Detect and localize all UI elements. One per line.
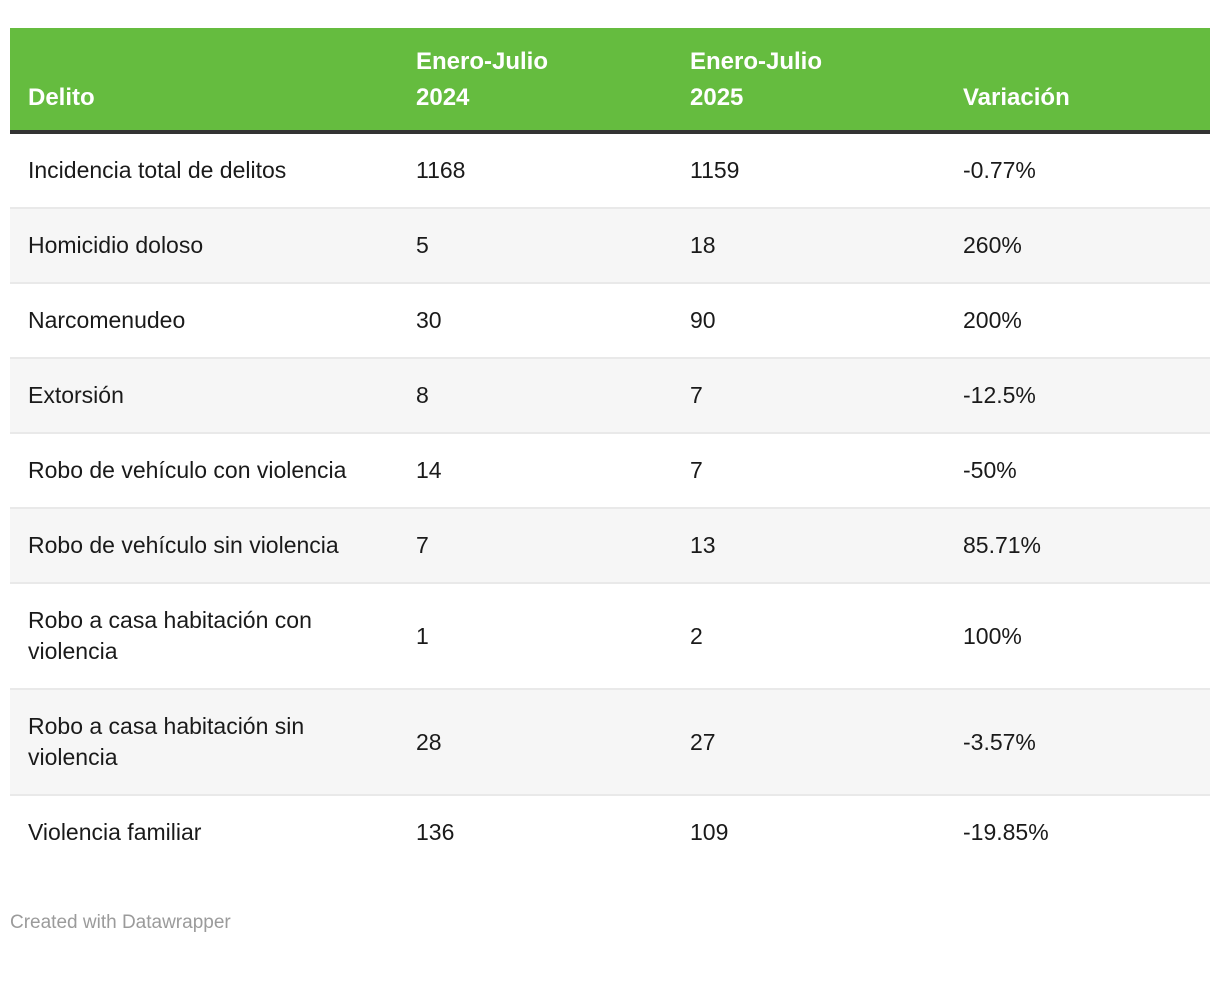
table-body: Incidencia total de delitos 1168 1159 -0.77…: [10, 132, 1210, 869]
table-row: Robo de vehículo sin violencia 7 13 85.71%: [10, 507, 1210, 583]
cell-delito: Narcomenudeo: [10, 282, 398, 358]
col-header-delito: Delito: [10, 28, 398, 134]
cell-enero-julio-2024: 136: [398, 794, 672, 869]
table-row: Extorsión 8 7 -12.5%: [10, 357, 1210, 433]
cell-enero-julio-2024: 1168: [398, 132, 672, 208]
cell-delito: Homicidio doloso: [10, 207, 398, 283]
crime-stats-table: Delito Enero-Julio 2024 Enero-Julio 2025…: [10, 28, 1210, 869]
cell-variacion: -0.77%: [945, 132, 1210, 208]
cell-enero-julio-2024: 7: [398, 507, 672, 583]
header-row: Delito Enero-Julio 2024 Enero-Julio 2025…: [10, 28, 1210, 134]
cell-enero-julio-2024: 1: [398, 582, 672, 689]
cell-enero-julio-2025: 18: [672, 207, 945, 283]
cell-variacion: -3.57%: [945, 688, 1210, 795]
cell-enero-julio-2024: 14: [398, 432, 672, 508]
cell-variacion: -50%: [945, 432, 1210, 508]
cell-delito: Robo de vehículo con violencia: [10, 432, 398, 508]
cell-enero-julio-2024: 5: [398, 207, 672, 283]
cell-variacion: 200%: [945, 282, 1210, 358]
table-row: Robo a casa habitación con violencia 1 2 10…: [10, 582, 1210, 689]
cell-variacion: 85.71%: [945, 507, 1210, 583]
cell-variacion: -12.5%: [945, 357, 1210, 433]
cell-enero-julio-2024: 30: [398, 282, 672, 358]
datawrapper-credit-link[interactable]: Created with Datawrapper: [10, 912, 231, 933]
cell-enero-julio-2025: 109: [672, 794, 945, 869]
table-row: Violencia familiar 136 109 -19.85%: [10, 794, 1210, 869]
cell-delito: Robo a casa habitación sin violencia: [10, 688, 398, 795]
cell-variacion: -19.85%: [945, 794, 1210, 869]
cell-enero-julio-2025: 2: [672, 582, 945, 689]
table-row: Narcomenudeo 30 90 200%: [10, 282, 1210, 358]
cell-delito: Incidencia total de delitos: [10, 132, 398, 208]
cell-enero-julio-2025: 27: [672, 688, 945, 795]
cell-delito: Violencia familiar: [10, 794, 398, 869]
cell-variacion: 260%: [945, 207, 1210, 283]
cell-delito: Robo de vehículo sin violencia: [10, 507, 398, 583]
table-row: Incidencia total de delitos 1168 1159 -0.77…: [10, 132, 1210, 208]
col-header-enero-julio-2025: Enero-Julio 2025: [672, 28, 945, 134]
table-row: Homicidio doloso 5 18 260%: [10, 207, 1210, 283]
cell-enero-julio-2025: 90: [672, 282, 945, 358]
table-row: Robo a casa habitación sin violencia 28 27…: [10, 688, 1210, 795]
cell-enero-julio-2024: 8: [398, 357, 672, 433]
cell-variacion: 100%: [945, 582, 1210, 689]
cell-enero-julio-2025: 1159: [672, 132, 945, 208]
cell-enero-julio-2024: 28: [398, 688, 672, 795]
cell-enero-julio-2025: 13: [672, 507, 945, 583]
cell-enero-julio-2025: 7: [672, 432, 945, 508]
cell-enero-julio-2025: 7: [672, 357, 945, 433]
cell-delito: Extorsión: [10, 357, 398, 433]
col-header-variacion: Variación: [945, 28, 1210, 134]
col-header-enero-julio-2024: Enero-Julio 2024: [398, 28, 672, 134]
cell-delito: Robo a casa habitación con violencia: [10, 582, 398, 689]
table-row: Robo de vehículo con violencia 14 7 -50%: [10, 432, 1210, 508]
